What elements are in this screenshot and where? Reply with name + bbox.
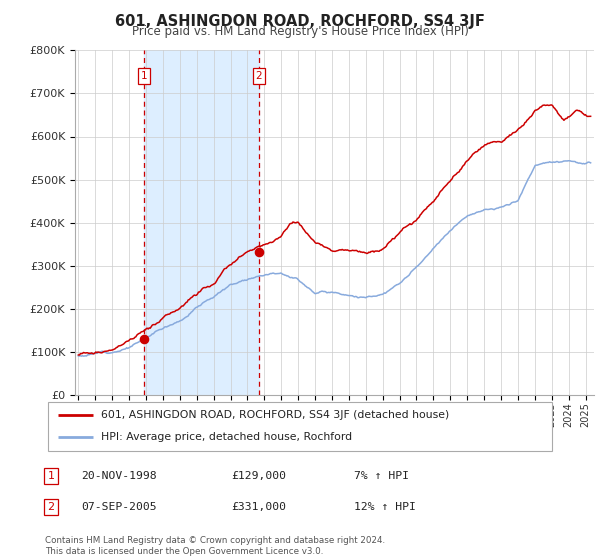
Text: 1: 1 xyxy=(140,71,147,81)
Text: 2: 2 xyxy=(47,502,55,512)
Point xyxy=(139,335,149,344)
Text: 2: 2 xyxy=(256,71,262,81)
Text: 07-SEP-2005: 07-SEP-2005 xyxy=(81,502,157,512)
Text: 7% ↑ HPI: 7% ↑ HPI xyxy=(354,471,409,481)
Text: 601, ASHINGDON ROAD, ROCHFORD, SS4 3JF: 601, ASHINGDON ROAD, ROCHFORD, SS4 3JF xyxy=(115,14,485,29)
Text: This data is licensed under the Open Government Licence v3.0.: This data is licensed under the Open Gov… xyxy=(45,547,323,556)
Text: 20-NOV-1998: 20-NOV-1998 xyxy=(81,471,157,481)
Text: 12% ↑ HPI: 12% ↑ HPI xyxy=(354,502,416,512)
Text: £331,000: £331,000 xyxy=(231,502,286,512)
Text: 601, ASHINGDON ROAD, ROCHFORD, SS4 3JF (detached house): 601, ASHINGDON ROAD, ROCHFORD, SS4 3JF (… xyxy=(101,410,449,420)
Text: 1: 1 xyxy=(47,471,55,481)
Text: £129,000: £129,000 xyxy=(231,471,286,481)
FancyBboxPatch shape xyxy=(48,402,552,451)
Bar xyxy=(144,50,259,395)
Point xyxy=(254,248,263,257)
Text: HPI: Average price, detached house, Rochford: HPI: Average price, detached house, Roch… xyxy=(101,432,352,442)
Text: Contains HM Land Registry data © Crown copyright and database right 2024.: Contains HM Land Registry data © Crown c… xyxy=(45,536,385,545)
Text: Price paid vs. HM Land Registry's House Price Index (HPI): Price paid vs. HM Land Registry's House … xyxy=(131,25,469,38)
